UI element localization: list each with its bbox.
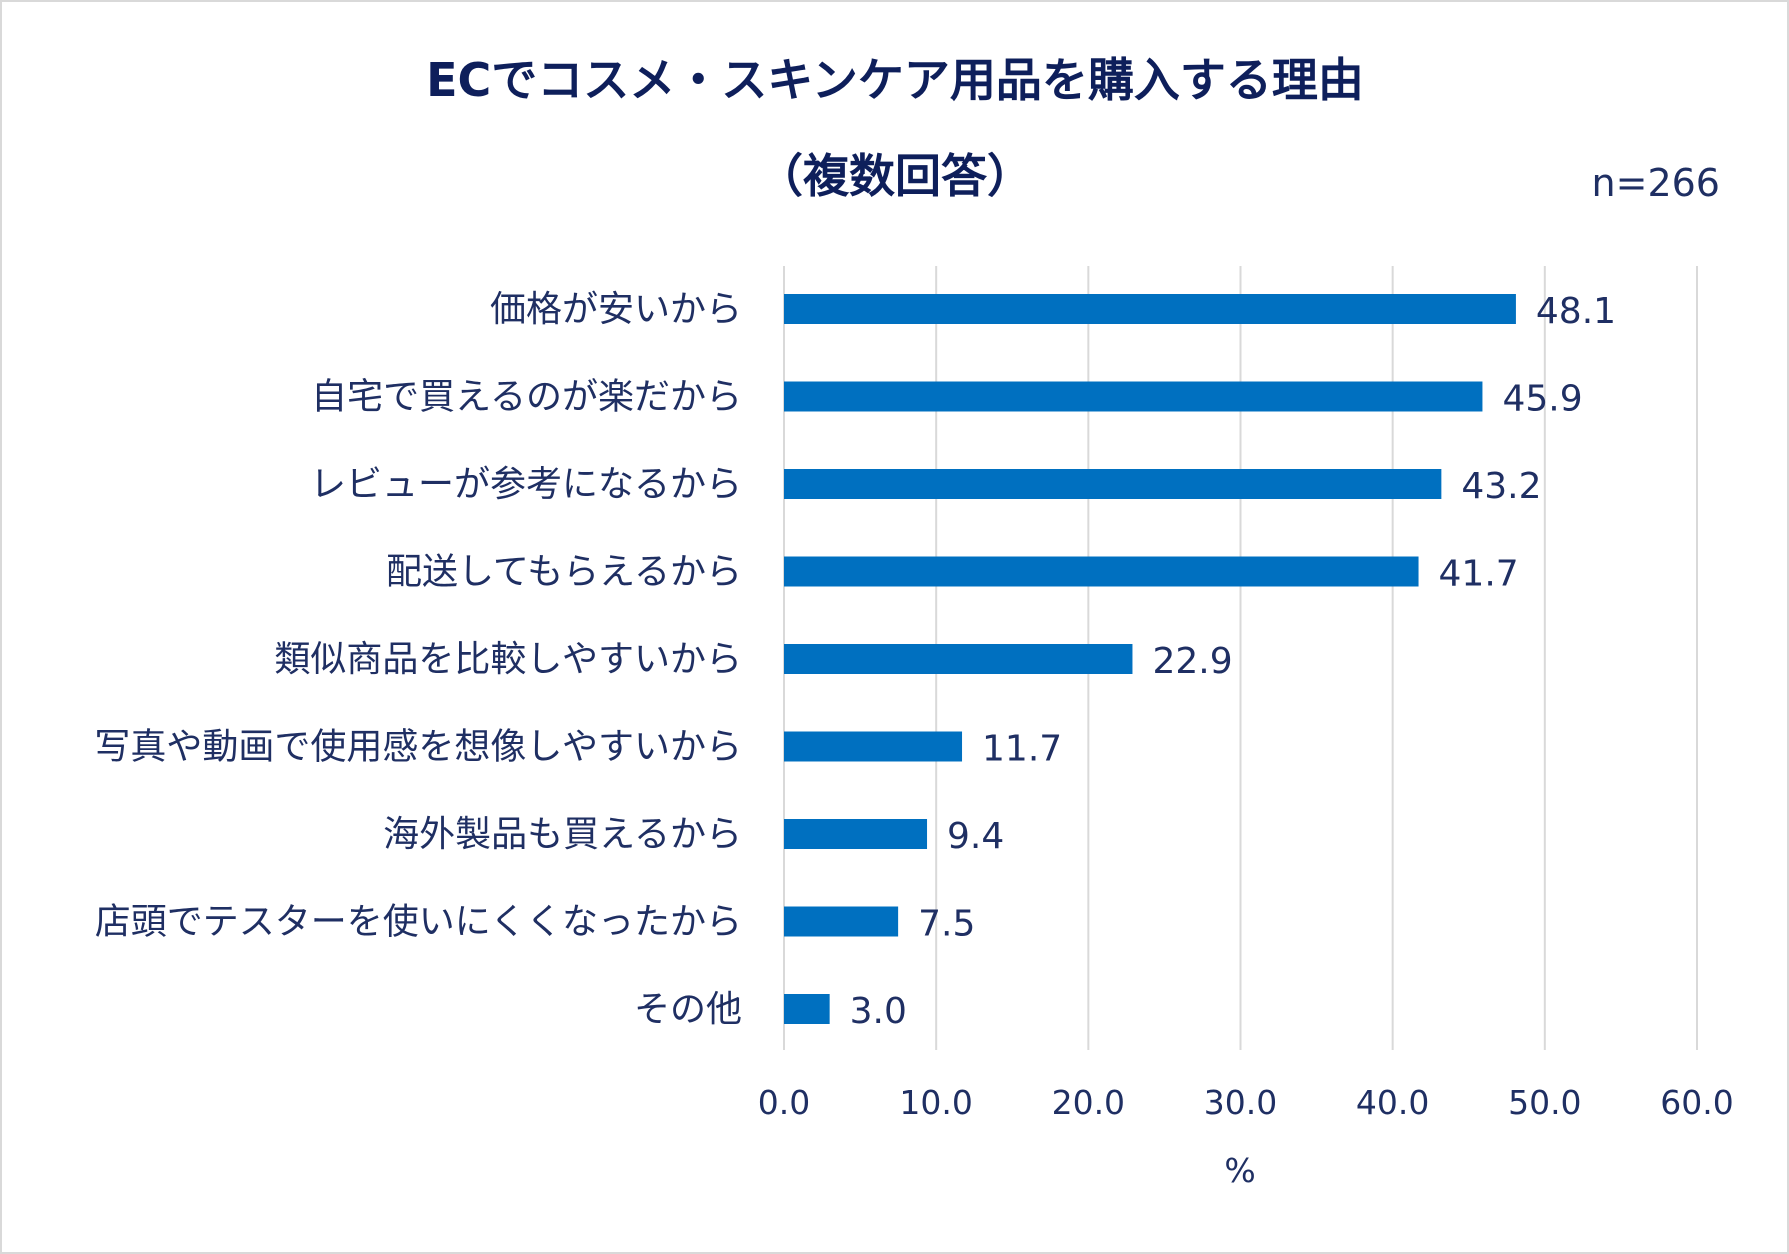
x-tick-label: 40.0 xyxy=(1356,1083,1429,1122)
chart-subtitle: （複数回答） xyxy=(757,149,1033,203)
chart-title: ECでコスメ・スキンケア用品を購入する理由 xyxy=(426,53,1364,107)
value-label: 7.5 xyxy=(918,904,975,945)
x-tick-label: 50.0 xyxy=(1508,1083,1581,1122)
bar xyxy=(784,731,963,762)
category-label: 配送してもらえるから xyxy=(386,552,742,593)
x-tick-label: 0.0 xyxy=(758,1083,810,1122)
value-label: 3.0 xyxy=(850,991,907,1032)
category-label: 類似商品を比較しやすいから xyxy=(274,639,742,680)
bar xyxy=(784,644,1133,674)
x-tick-label: 60.0 xyxy=(1660,1083,1733,1122)
category-label: 店頭でテスターを使いにくくなったから xyxy=(95,902,742,943)
bar xyxy=(784,381,1483,412)
bar xyxy=(784,819,928,849)
x-tick-label: 10.0 xyxy=(899,1083,972,1122)
category-label: 写真や動画で使用感を想像しやすいから xyxy=(94,727,742,768)
bar xyxy=(784,906,899,937)
category-label: 価格が安いから xyxy=(490,289,742,330)
value-label: 48.1 xyxy=(1536,291,1616,332)
x-tick-label: 20.0 xyxy=(1052,1083,1125,1122)
category-label: レビューが参考になるから xyxy=(310,464,742,505)
value-label: 43.2 xyxy=(1461,466,1541,507)
category-label: 海外製品も買えるから xyxy=(383,814,742,855)
category-label: その他 xyxy=(634,989,742,1030)
sample-size-note: n=266 xyxy=(1592,161,1720,205)
x-axis-label: % xyxy=(1224,1151,1255,1190)
bar xyxy=(784,994,830,1024)
bar xyxy=(784,294,1516,324)
value-label: 41.7 xyxy=(1439,554,1519,595)
value-label: 22.9 xyxy=(1152,641,1232,682)
bar xyxy=(784,556,1419,587)
value-label: 11.7 xyxy=(982,729,1062,770)
value-label: 45.9 xyxy=(1502,379,1582,420)
bar xyxy=(784,469,1442,499)
x-tick-label: 30.0 xyxy=(1204,1083,1277,1122)
category-label: 自宅で買えるのが楽だから xyxy=(311,377,742,418)
value-label: 9.4 xyxy=(947,816,1004,857)
